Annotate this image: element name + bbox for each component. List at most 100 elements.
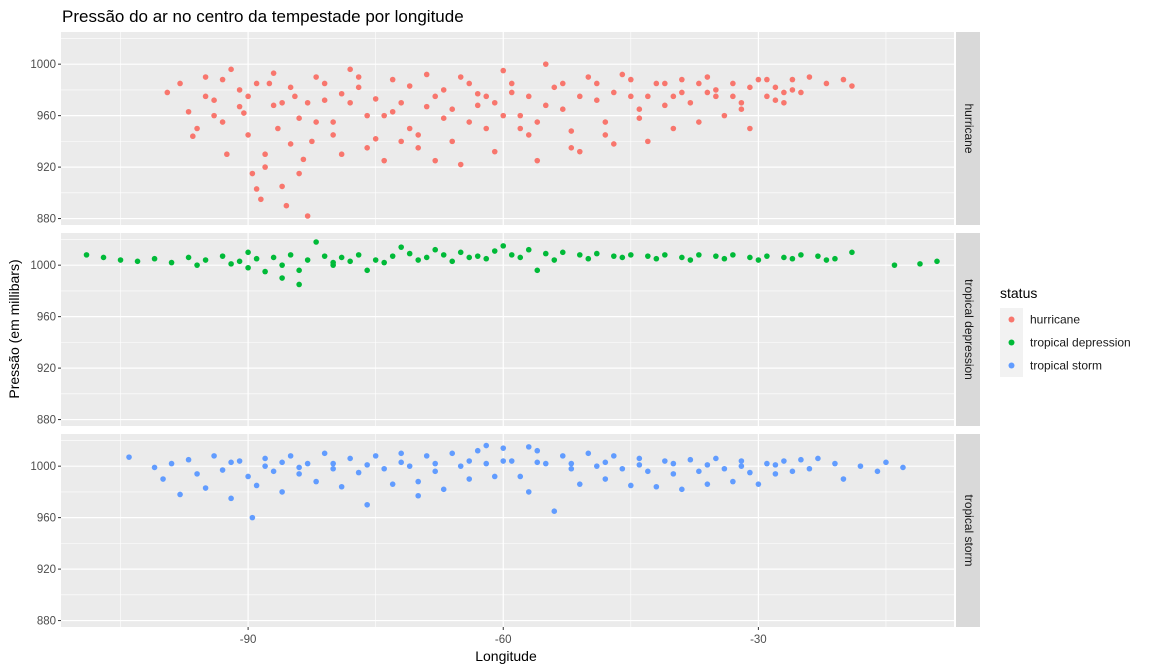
data-point (636, 455, 643, 462)
data-point (202, 93, 209, 100)
data-point (440, 252, 447, 258)
data-point (296, 464, 302, 471)
data-point (338, 90, 345, 97)
data-point (415, 132, 422, 138)
data-point (245, 249, 251, 256)
data-point (296, 115, 302, 122)
data-point (440, 486, 447, 493)
data-point (823, 80, 830, 87)
data-point (100, 254, 107, 261)
data-point (415, 257, 422, 263)
data-point (738, 106, 745, 112)
data-point (636, 115, 643, 122)
data-point (330, 465, 336, 472)
data-point (279, 262, 285, 268)
data-point (594, 97, 600, 103)
data-point (662, 458, 668, 464)
data-point (611, 89, 617, 96)
legend: status hurricane tropical depression tropi… (1000, 285, 1131, 377)
data-point (372, 257, 379, 263)
facet-strip-label: tropical depression (962, 279, 976, 380)
data-point (279, 459, 285, 466)
data-point (645, 93, 651, 100)
data-point (270, 468, 277, 475)
data-point (474, 90, 481, 97)
data-point (500, 112, 507, 119)
data-point (679, 254, 685, 261)
data-point (364, 112, 370, 119)
data-point (270, 254, 277, 261)
data-point (423, 71, 430, 78)
data-point (687, 456, 694, 463)
data-point (415, 478, 422, 485)
data-point (321, 253, 328, 259)
data-point (398, 459, 404, 466)
data-point (202, 74, 209, 80)
data-point (517, 112, 524, 119)
data-point (559, 106, 566, 112)
data-point (381, 259, 387, 266)
data-point (534, 459, 541, 466)
data-point (313, 74, 319, 80)
data-point (266, 80, 273, 87)
data-point (883, 459, 889, 466)
data-point (542, 61, 549, 67)
data-point (491, 99, 498, 106)
data-point (355, 74, 362, 80)
data-point (576, 481, 583, 487)
data-point (789, 255, 796, 262)
data-point (275, 125, 281, 132)
data-point (508, 80, 515, 87)
data-point (466, 476, 473, 482)
data-point (249, 514, 256, 521)
data-point (432, 468, 439, 475)
data-point (185, 108, 192, 115)
data-point (389, 481, 396, 487)
data-point (466, 458, 473, 464)
data-point (83, 252, 90, 258)
data-point (164, 89, 171, 96)
data-point (330, 460, 336, 467)
data-point (474, 253, 481, 259)
data-point (679, 486, 685, 493)
panel-tropical-storm: 880 920 960 1000 tropical storm (30, 434, 980, 628)
data-point (806, 465, 813, 472)
data-point (713, 253, 719, 259)
y-tick-label: 880 (37, 616, 56, 628)
data-point (576, 148, 583, 155)
data-point (602, 476, 609, 482)
data-point (185, 456, 192, 463)
data-point (449, 138, 456, 145)
data-point (611, 141, 617, 147)
data-point (517, 254, 524, 261)
data-point (236, 103, 243, 110)
data-point (687, 257, 694, 263)
data-point (764, 93, 770, 100)
data-point (474, 102, 481, 109)
data-point (568, 465, 575, 472)
data-point (525, 489, 532, 495)
data-point (211, 112, 217, 119)
data-point (611, 253, 617, 259)
data-point (653, 483, 660, 490)
y-tick-label: 1000 (30, 260, 56, 272)
data-point (219, 76, 226, 83)
data-point (330, 262, 336, 268)
data-point (772, 471, 779, 477)
legend-swatch (1008, 316, 1015, 323)
data-point (389, 108, 396, 115)
data-point (236, 258, 243, 265)
data-point (772, 97, 779, 103)
data-point (304, 460, 311, 467)
facet-strip (956, 32, 980, 225)
data-point (696, 252, 702, 258)
data-point (398, 138, 404, 145)
y-tick-label: 920 (37, 564, 56, 576)
data-point (406, 125, 413, 132)
data-point (457, 463, 464, 469)
data-point (432, 93, 439, 100)
data-point (662, 102, 668, 109)
data-point (619, 254, 626, 261)
x-tick-label: -90 (240, 634, 257, 646)
